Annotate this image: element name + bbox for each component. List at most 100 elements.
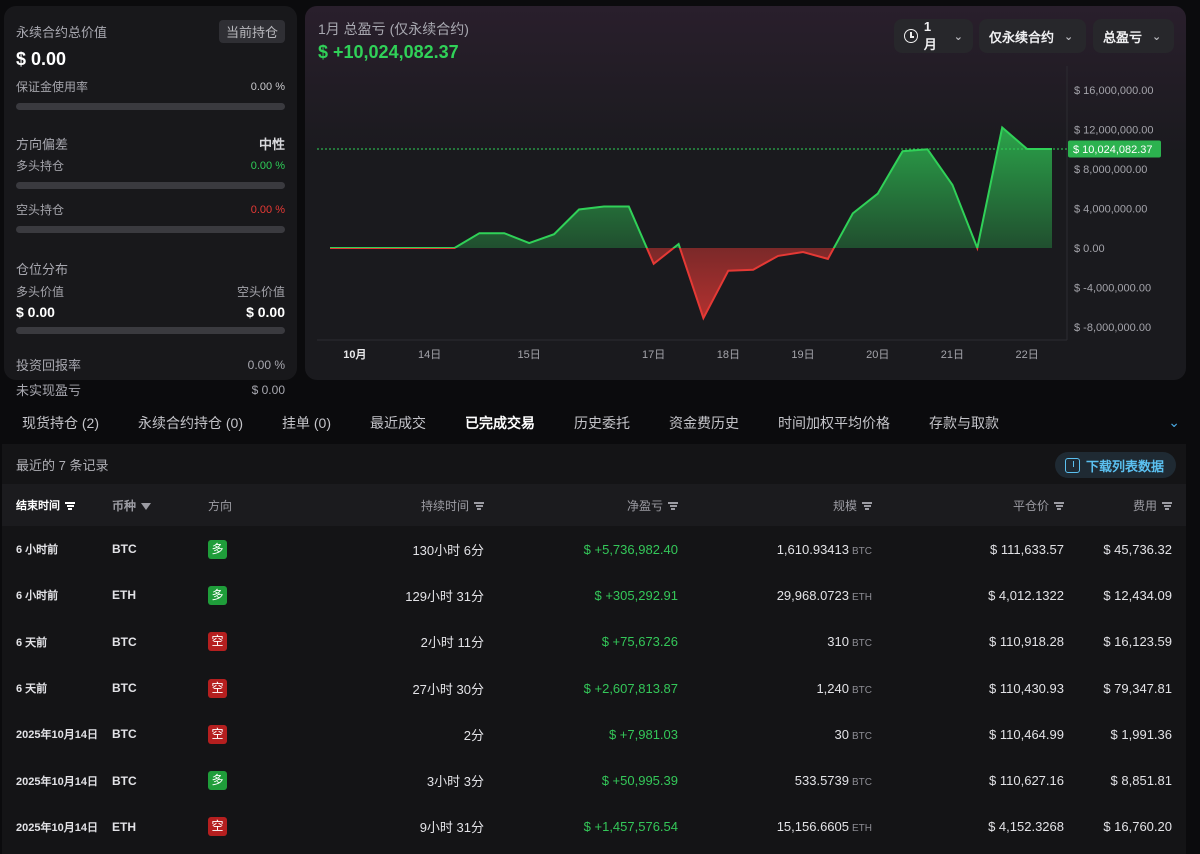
short-amount: $ 0.00 (246, 304, 285, 320)
row-fee: $ 79,347.81 (1103, 680, 1172, 696)
y-tick-label: $ 8,000,000.00 (1074, 164, 1147, 176)
row-size-value: 30 (834, 726, 849, 742)
download-list-label: 下载列表数据 (1085, 458, 1164, 474)
long-position-value: 0.00 % (250, 159, 285, 172)
chevron-down-icon: ⌄ (953, 30, 963, 43)
tab-3[interactable]: 最近成交 (370, 415, 426, 431)
long-value-label: 多头价值 (16, 285, 65, 299)
tab-4[interactable]: 已完成交易 (465, 415, 535, 431)
table-row[interactable]: 6 小时前 BTC 多 130小时 6分 $ +5,736,982.40 1,610.93… (2, 526, 1186, 572)
direction-badge: 多 (208, 539, 227, 559)
margin-usage-label: 保证金使用率 (16, 80, 89, 94)
period-dropdown[interactable]: 1月 ⌄ (894, 19, 973, 53)
chart-total-pnl: $ +10,024,082.37 (318, 42, 459, 62)
chevron-down-icon: ⌄ (1064, 30, 1074, 43)
row-fee: $ 45,736.32 (1103, 541, 1172, 557)
sort-icon (862, 502, 872, 510)
col-net-pnl[interactable]: 净盈亏 (498, 484, 692, 526)
tab-5[interactable]: 历史委托 (574, 415, 630, 431)
row-net-pnl: $ +2,607,813.87 (583, 680, 678, 696)
col-direction: 方向 (208, 498, 233, 513)
row-close-price: $ 110,464.99 (989, 726, 1064, 742)
row-coin[interactable]: BTC (112, 681, 137, 696)
perp-summary-card: 永续合约总价值 当前持仓 $ 0.00 保证金使用率 0.00 % 方向偏差 中… (4, 6, 297, 398)
row-close-price: $ 110,430.93 (989, 680, 1064, 696)
tab-7[interactable]: 时间加权平均价格 (778, 415, 890, 431)
sort-icon (668, 502, 678, 510)
scope-dropdown-label: 仅永续合约 (989, 29, 1055, 45)
row-end-time: 2025年10月14日 (16, 821, 98, 834)
chart-title: 1月 总盈亏 (仅永续合约) (318, 21, 469, 37)
row-size: 310 BTC (692, 619, 886, 665)
clock-icon (904, 29, 918, 43)
table-row[interactable]: 6 天前 BTC 空 27小时 30分 $ +2,607,813.87 1,240 BTC $… (2, 665, 1186, 711)
table-row[interactable]: 6 小时前 ETH 多 129小时 31分 $ +305,292.91 29,968.07… (2, 572, 1186, 618)
x-tick-label: 19日 (791, 349, 814, 361)
col-coin[interactable]: 币种 (98, 484, 194, 526)
chevron-down-icon[interactable]: ⌄ (1168, 414, 1180, 430)
chevron-down-icon: ⌄ (1152, 30, 1162, 43)
row-coin[interactable]: BTC (112, 634, 137, 649)
pnl-line-chart[interactable]: $ 16,000,000.00 $ 12,000,000.00 $ 8,000,00… (305, 6, 1186, 380)
row-fee: $ 16,123.59 (1103, 634, 1172, 650)
direction-badge: 空 (208, 817, 227, 837)
y-tick-label: $ -4,000,000.00 (1074, 283, 1151, 295)
table-row[interactable]: 2025年10月14日 BTC 多 3小时 3分 $ +50,995.39 533.573… (2, 757, 1186, 803)
margin-usage-bar (16, 103, 285, 110)
row-size-unit: ETH (852, 823, 872, 835)
roi-value: 0.00 % (247, 357, 285, 372)
tab-1[interactable]: 永续合约持仓 (0) (138, 415, 243, 431)
row-direction: 多 (194, 757, 278, 803)
x-tick-label: 18日 (717, 349, 740, 361)
download-list-button[interactable]: 下载列表数据 (1054, 452, 1176, 478)
download-icon (1064, 457, 1080, 473)
row-size-unit: BTC (852, 638, 872, 650)
row-coin[interactable]: BTC (112, 542, 137, 557)
short-position-value: 0.00 % (250, 203, 285, 216)
col-close-price[interactable]: 平仓价 (886, 484, 1078, 526)
tab-0[interactable]: 现货持仓 (2) (22, 415, 99, 431)
x-tick-label: 22日 (1015, 349, 1038, 361)
row-size: 1,240 BTC (692, 665, 886, 711)
roi-label: 投资回报率 (16, 358, 82, 373)
col-end-time[interactable]: 结束时间 (2, 484, 98, 526)
row-size-unit: BTC (852, 777, 872, 789)
col-duration[interactable]: 持续时间 (278, 484, 498, 526)
row-close-price: $ 111,633.57 (990, 541, 1064, 557)
position-tabs: 现货持仓 (2) 永续合约持仓 (0) 挂单 (0) 最近成交 已完成交易 历史委托 资金费… (0, 402, 1200, 444)
tab-6[interactable]: 资金费历史 (669, 415, 739, 431)
row-net-pnl: $ +75,673.26 (601, 634, 678, 650)
loss-area (330, 248, 1052, 319)
col-size[interactable]: 规模 (692, 484, 886, 526)
row-coin[interactable]: BTC (112, 727, 137, 742)
row-coin[interactable]: BTC (112, 773, 137, 788)
row-end-time: 2025年10月14日 (16, 775, 98, 788)
table-row[interactable]: 2025年10月14日 BTC 空 2分 $ +7,981.03 30 BTC $ 110,4… (2, 711, 1186, 757)
y-tick-label: $ 16,000,000.00 (1074, 85, 1154, 97)
row-duration: 129小时 31分 (405, 588, 484, 604)
direction-badge: 空 (208, 678, 227, 698)
pnl-chart-card: 1月 总盈亏 (仅永续合约) $ +10,024,082.37 1月 ⌄ 仅永续… (305, 6, 1186, 380)
row-fee: $ 16,760.20 (1103, 819, 1172, 835)
tab-8[interactable]: 存款与取款 (929, 415, 999, 431)
table-row[interactable]: 2025年10月14日 ETH 空 9小时 31分 $ +1,457,576.54 15,… (2, 804, 1186, 850)
metric-dropdown[interactable]: 总盈亏 ⌄ (1093, 19, 1174, 53)
table-row[interactable]: 6 天前 BTC 空 2小时 11分 $ +75,673.26 310 BTC $ 110,9… (2, 619, 1186, 665)
sort-icon (1054, 502, 1064, 510)
tab-2[interactable]: 挂单 (0) (282, 415, 331, 431)
row-fee: $ 1,991.36 (1110, 726, 1172, 742)
sort-icon (474, 502, 484, 510)
records-count: 最近的 7 条记录 (16, 458, 109, 473)
row-end-time: 6 天前 (16, 636, 48, 649)
y-tick-label: $ 12,000,000.00 (1074, 125, 1154, 137)
row-duration: 2分 (463, 727, 484, 743)
row-coin[interactable]: ETH (112, 819, 136, 834)
row-net-pnl: $ +5,736,982.40 (583, 541, 678, 557)
current-value-label: $ 10,024,082.37 (1073, 144, 1153, 156)
col-fee[interactable]: 费用 (1078, 484, 1186, 526)
row-close-price: $ 4,012.1322 (988, 587, 1064, 603)
row-coin[interactable]: ETH (112, 588, 136, 603)
short-position-bar (16, 226, 285, 233)
scope-dropdown[interactable]: 仅永续合约 ⌄ (979, 19, 1086, 53)
current-position-chip[interactable]: 当前持仓 (218, 20, 285, 43)
